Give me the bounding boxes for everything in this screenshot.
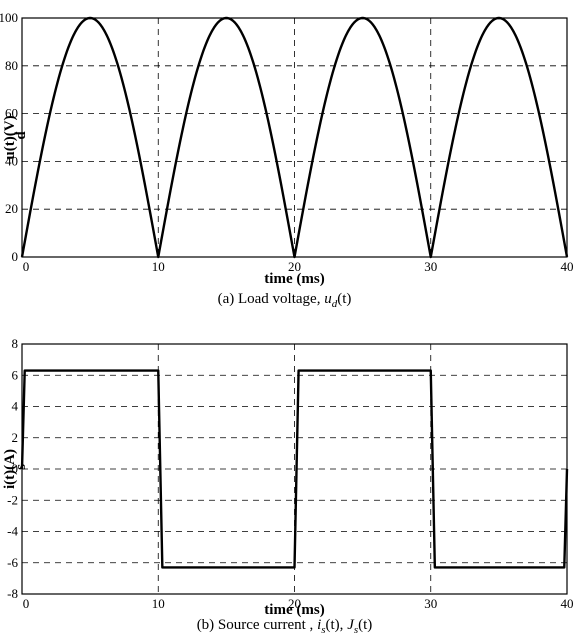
panel-a-ytick-3: 60 <box>5 106 18 121</box>
panel-a-caption-var: u <box>324 291 332 307</box>
panel-b-caption-var1: i <box>317 617 321 633</box>
panel-a-xtick-0: 0 <box>23 259 30 274</box>
panel-b-ytick-3: -2 <box>7 492 18 507</box>
panel-b-ytick-7: 6 <box>12 367 19 382</box>
panel-b-caption: (b) Source current , is(t), Js(t) <box>197 617 373 636</box>
panel-b-ytick-5: 2 <box>12 430 19 445</box>
panel-b-caption-var2: J <box>347 617 355 633</box>
panel-b-y-axis-label-sub: s <box>13 464 29 470</box>
panel-a-grid <box>22 18 567 257</box>
panel-b-grid <box>22 344 567 594</box>
panel-b-source-current: 0 10 20 30 40 -8 -6 -4 -2 0 2 4 6 8 time (ms) i(t)(A)… <box>2 336 574 636</box>
panel-b-y-axis-label: i(t)(A) s <box>2 449 29 489</box>
panel-b-tick-labels: 0 10 20 30 40 -8 -6 -4 -2 0 2 4 6 8 <box>7 336 573 611</box>
panel-a-y-axis-label-sub: d <box>13 131 29 140</box>
panel-a-ytick-5: 100 <box>0 10 18 25</box>
panel-a-tick-labels: 0 10 20 30 40 0 20 40 60 80 100 <box>0 10 574 274</box>
panel-a-xtick-4: 40 <box>561 259 574 274</box>
panel-a-xtick-2: 20 <box>288 259 301 274</box>
panel-b-xtick-4: 40 <box>561 596 574 611</box>
panel-a-xtick-3: 30 <box>424 259 437 274</box>
panel-b-ytick-8: 8 <box>12 336 19 351</box>
panel-b-xtick-1: 10 <box>152 596 165 611</box>
panel-b-y-axis-label-main: i(t)(A) <box>2 449 18 489</box>
panel-a-load-voltage: 0 10 20 30 40 0 20 40 60 80 100 time (ms) u(t)(V) … <box>0 10 574 310</box>
panel-b-xtick-0: 0 <box>23 596 30 611</box>
panel-b-caption-sub2: s <box>354 624 358 636</box>
panel-a-y-axis-label: u(t)(V) d <box>2 115 29 159</box>
panel-b-ytick-2: -4 <box>7 524 18 539</box>
panel-b-xtick-3: 30 <box>424 596 437 611</box>
panel-b-ytick-1: -6 <box>7 555 18 570</box>
panel-b-caption-prefix: (b) Source current , <box>197 617 317 633</box>
panel-a-ytick-4: 80 <box>5 58 18 73</box>
panel-b-caption-mid: (t), <box>326 617 348 633</box>
panel-a-ytick-2: 40 <box>5 153 18 168</box>
panel-a-caption-sub: d <box>332 298 338 310</box>
panel-b-caption-sub1: s <box>321 624 325 636</box>
panel-b-x-axis-label: time (ms) <box>264 602 324 618</box>
panel-b-ytick-4: 0 <box>12 461 19 476</box>
panel-a-caption-prefix: (a) Load voltage, <box>218 291 325 307</box>
panel-b-ytick-0: -8 <box>7 586 18 601</box>
panel-a-y-axis-label-main: u(t)(V) <box>2 115 18 159</box>
panel-b-ytick-6: 4 <box>12 399 19 414</box>
panel-a-ytick-0: 0 <box>12 249 19 264</box>
panel-a-caption: (a) Load voltage, ud(t) <box>218 291 352 310</box>
panel-b-caption-suffix: (t) <box>358 617 372 633</box>
panel-a-voltage-curve <box>20 16 569 259</box>
panel-b-xtick-2: 20 <box>288 596 301 611</box>
panel-b-current-curve <box>20 369 569 569</box>
panel-a-x-axis-label: time (ms) <box>264 271 324 287</box>
panel-a-ytick-1: 20 <box>5 201 18 216</box>
panel-a-xtick-1: 10 <box>152 259 165 274</box>
panel-a-caption-suffix: (t) <box>337 291 351 307</box>
